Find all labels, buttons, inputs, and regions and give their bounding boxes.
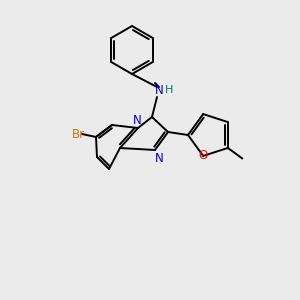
Text: O: O — [199, 149, 208, 162]
Text: N: N — [154, 152, 164, 164]
Text: N: N — [133, 115, 141, 128]
Text: Br: Br — [71, 128, 85, 140]
Text: N: N — [154, 83, 164, 97]
Text: H: H — [165, 85, 173, 95]
